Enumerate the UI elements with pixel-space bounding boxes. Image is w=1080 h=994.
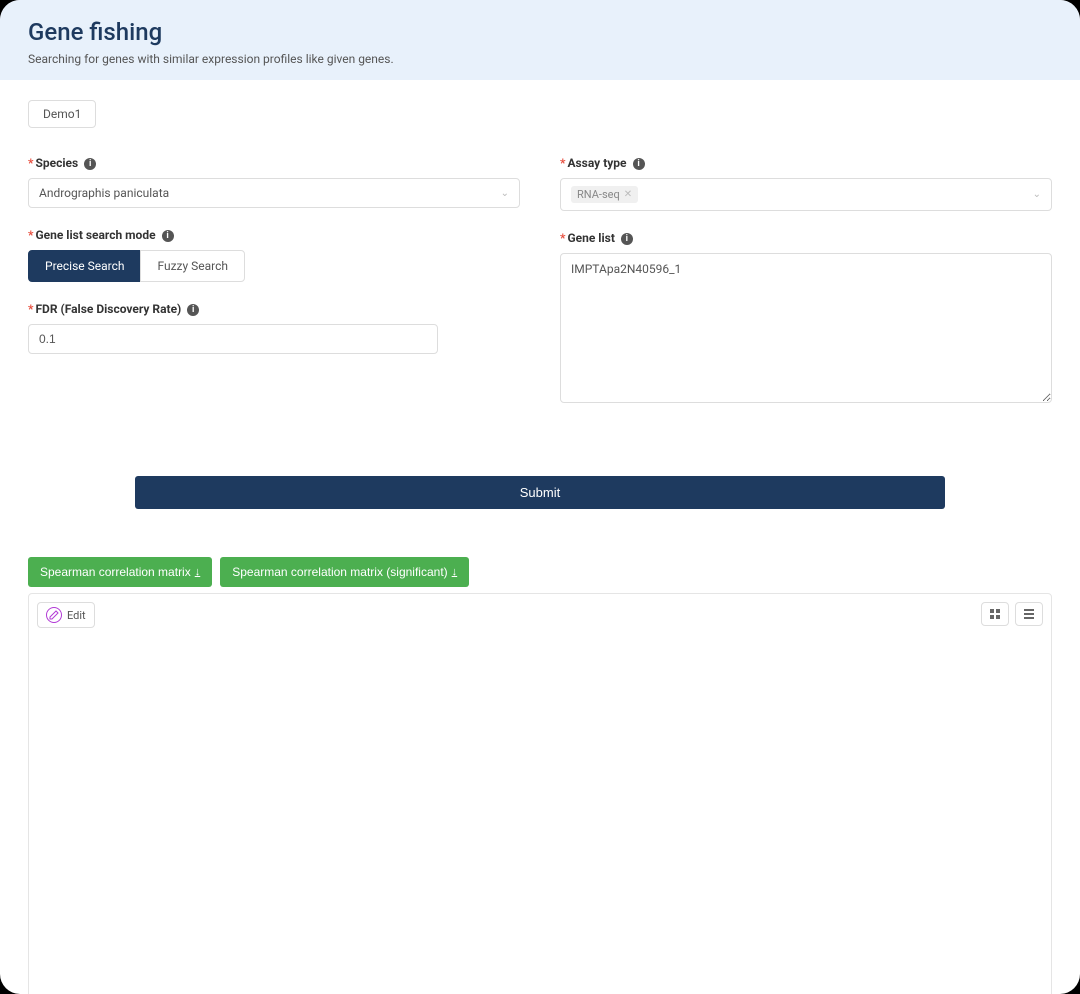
info-icon[interactable]: i — [187, 304, 199, 316]
gene-list-group: *Gene list i — [560, 231, 1052, 406]
search-mode-label: *Gene list search mode i — [28, 228, 520, 242]
assay-tag: RNA-seq ✕ — [571, 186, 638, 203]
view-controls — [981, 602, 1043, 626]
form-row: *Species i Andrographis paniculata ⌄ *Ge… — [28, 156, 1052, 426]
close-icon[interactable]: ✕ — [624, 189, 632, 200]
grid-view-button[interactable] — [981, 602, 1009, 626]
download-icon: ↓ — [452, 566, 458, 578]
info-icon[interactable]: i — [84, 158, 96, 170]
info-icon[interactable]: i — [621, 233, 633, 245]
download-matrix-significant-button[interactable]: Spearman correlation matrix (significant… — [220, 557, 469, 587]
fuzzy-search-button[interactable]: Fuzzy Search — [140, 250, 245, 282]
search-mode-toggle: Precise Search Fuzzy Search — [28, 250, 520, 282]
fdr-input[interactable] — [28, 324, 438, 354]
required-marker: * — [28, 302, 33, 316]
download-matrix-button[interactable]: Spearman correlation matrix ↓ — [28, 557, 212, 587]
form-col-right: *Assay type i RNA-seq ✕ ⌄ *Gene list — [560, 156, 1052, 426]
species-value: Andrographis paniculata — [39, 186, 169, 200]
page-subtitle: Searching for genes with similar express… — [28, 52, 1052, 66]
required-marker: * — [560, 231, 565, 245]
chevron-down-icon: ⌄ — [1033, 189, 1041, 200]
search-mode-group: *Gene list search mode i Precise Search … — [28, 228, 520, 282]
info-icon[interactable]: i — [633, 158, 645, 170]
precise-search-button[interactable]: Precise Search — [28, 250, 141, 282]
submit-row: Submit — [28, 476, 1052, 509]
species-group: *Species i Andrographis paniculata ⌄ — [28, 156, 520, 208]
required-marker: * — [560, 156, 565, 170]
submit-button[interactable]: Submit — [135, 476, 945, 509]
species-label: *Species i — [28, 156, 520, 170]
network-graph[interactable]: IMPTApa2N10000_1IMPTApa2N10001_1IMPTApa2… — [29, 594, 1051, 994]
page-title: Gene fishing — [28, 18, 1052, 46]
gene-list-label: *Gene list i — [560, 231, 1052, 245]
assay-label: *Assay type i — [560, 156, 1052, 170]
network-panel: Edit IMPTApa2N10000_1IMPTApa2N10001_1IMP… — [28, 593, 1052, 994]
page-header: Gene fishing Searching for genes with si… — [0, 0, 1080, 80]
gene-list-textarea[interactable] — [560, 253, 1052, 403]
required-marker: * — [28, 156, 33, 170]
form-col-left: *Species i Andrographis paniculata ⌄ *Ge… — [28, 156, 520, 426]
demo-button[interactable]: Demo1 — [28, 100, 96, 128]
edit-icon — [46, 607, 62, 623]
fdr-group: *FDR (False Discovery Rate) i — [28, 302, 520, 354]
edit-button[interactable]: Edit — [37, 602, 95, 628]
species-select[interactable]: Andrographis paniculata ⌄ — [28, 178, 520, 208]
download-row: Spearman correlation matrix ↓ Spearman c… — [0, 557, 1080, 593]
download-icon: ↓ — [195, 566, 201, 578]
required-marker: * — [28, 228, 33, 242]
assay-select[interactable]: RNA-seq ✕ ⌄ — [560, 178, 1052, 211]
content-area: Demo1 *Species i Andrographis paniculata… — [0, 80, 1080, 994]
assay-group: *Assay type i RNA-seq ✕ ⌄ — [560, 156, 1052, 211]
fdr-label: *FDR (False Discovery Rate) i — [28, 302, 520, 316]
info-icon[interactable]: i — [162, 230, 174, 242]
list-view-button[interactable] — [1015, 602, 1043, 626]
app-frame: Gene fishing Searching for genes with si… — [0, 0, 1080, 994]
chevron-down-icon: ⌄ — [501, 188, 509, 199]
